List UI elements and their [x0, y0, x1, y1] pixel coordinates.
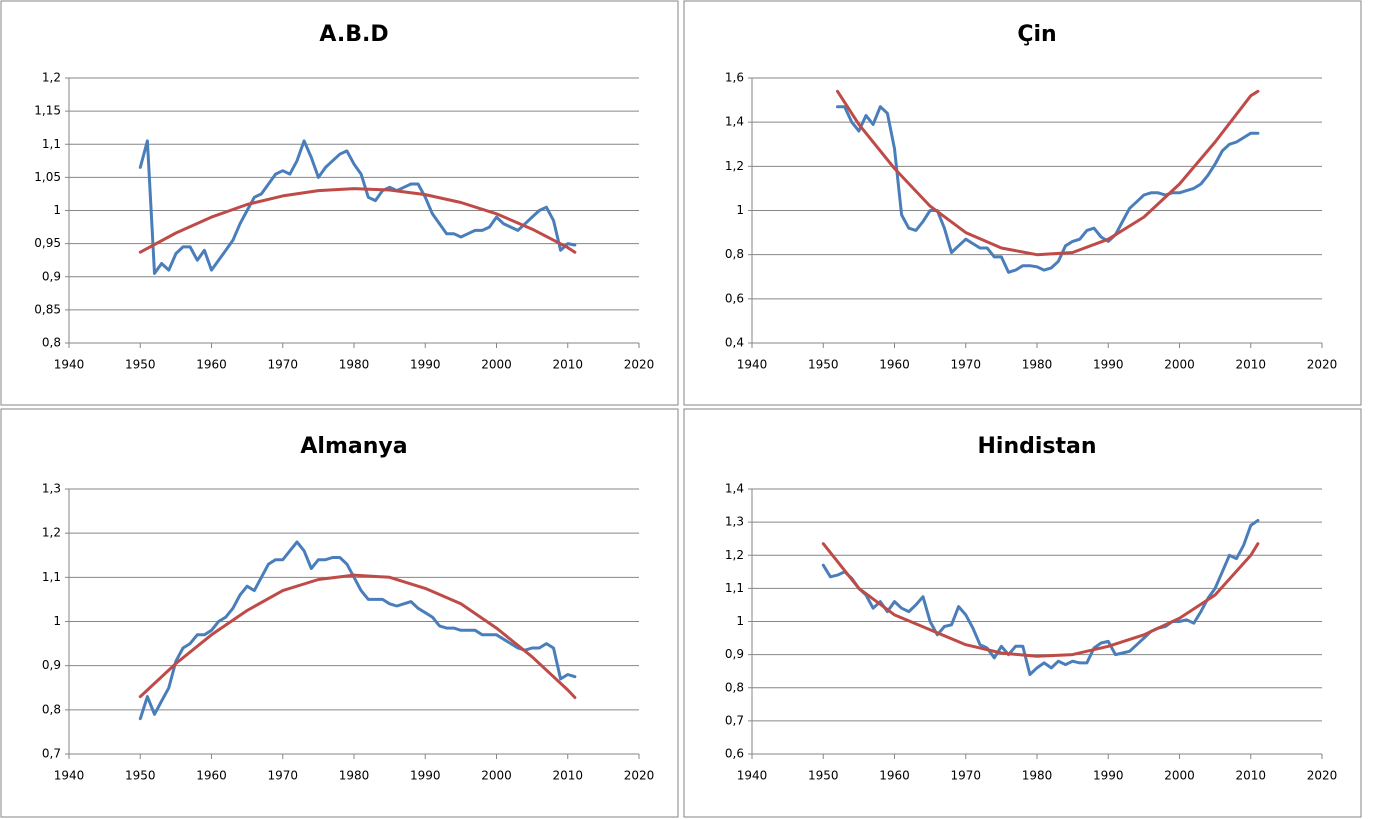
- y-tick-label: 1,1: [42, 137, 61, 151]
- y-tick-label: 0,7: [42, 747, 61, 761]
- y-tick-label: 1: [736, 203, 744, 217]
- y-tick-label: 1: [53, 614, 61, 628]
- x-tick-label: 1950: [125, 358, 156, 372]
- x-tick-label: 2000: [1164, 358, 1195, 372]
- chart-panel: Almanya 0,7 0,8 0,9 1 1,1 1,2 1,3 1940 1950 1960 19…: [0, 408, 679, 818]
- y-tick-label: 0,4: [725, 336, 744, 350]
- x-tick-label: 1940: [737, 358, 768, 372]
- x-tick-label: 2010: [1235, 769, 1266, 783]
- x-tick-label: 1960: [879, 358, 910, 372]
- x-tick-label: 1940: [737, 769, 768, 783]
- x-tick-label: 2000: [481, 769, 512, 783]
- x-tick-label: 1950: [808, 769, 839, 783]
- x-tick-label: 2000: [1164, 769, 1195, 783]
- x-tick-label: 1970: [267, 769, 298, 783]
- y-tick-label: 1,15: [34, 104, 61, 118]
- y-tick-label: 1,2: [725, 159, 744, 173]
- x-tick-label: 1960: [196, 358, 227, 372]
- data-line: [138, 139, 577, 275]
- x-tick-label: 2020: [1307, 769, 1338, 783]
- x-tick-label: 2010: [552, 358, 583, 372]
- y-tick-label: 1: [736, 614, 744, 628]
- x-tick-label: 2020: [1307, 358, 1338, 372]
- y-tick-label: 0,85: [34, 302, 61, 316]
- x-tick-label: 2010: [1235, 358, 1266, 372]
- panel-border: [0, 408, 679, 818]
- y-tick-label: 0,9: [42, 269, 61, 283]
- x-tick-label: 1980: [1022, 358, 1053, 372]
- y-tick-label: 1,1: [725, 581, 744, 595]
- x-tick-label: 1960: [196, 769, 227, 783]
- y-tick-label: 0,95: [34, 236, 61, 250]
- chart-title: Almanya: [300, 434, 407, 459]
- y-tick-label: 0,6: [725, 747, 744, 761]
- y-tick-label: 1,2: [725, 548, 744, 562]
- x-tick-label: 1970: [267, 358, 298, 372]
- data-line: [836, 105, 1260, 274]
- y-tick-label: 0,8: [725, 680, 744, 694]
- chart-title: Çin: [1017, 22, 1056, 47]
- y-tick-label: 1: [53, 203, 61, 217]
- y-tick-label: 1,2: [42, 526, 61, 540]
- chart-panel: Çin 0,4 0,6 0,8 1 1,2 1,4 1,6 1940 1950 1960 1970 19…: [683, 0, 1362, 406]
- x-tick-label: 1950: [808, 358, 839, 372]
- data-line: [138, 573, 577, 699]
- data-line: [836, 89, 1260, 257]
- y-tick-label: 0,6: [725, 291, 744, 305]
- y-tick-label: 0,9: [42, 658, 61, 672]
- data-line: [138, 540, 577, 721]
- y-tick-label: 0,8: [725, 247, 744, 261]
- x-tick-label: 1990: [1093, 769, 1124, 783]
- x-tick-label: 1980: [1022, 769, 1053, 783]
- y-tick-label: 0,9: [725, 647, 744, 661]
- x-tick-label: 1990: [410, 769, 441, 783]
- chart-title: Hindistan: [977, 434, 1096, 459]
- chart-panel: A.B.D 0,8 0,85 0,9 0,95 1 1,05 1,1 1,15 1,2 1940 19…: [0, 0, 679, 406]
- x-tick-label: 1980: [339, 358, 370, 372]
- data-line: [138, 187, 577, 254]
- y-tick-label: 1,3: [42, 482, 61, 496]
- y-tick-label: 0,8: [42, 336, 61, 350]
- x-tick-label: 2020: [624, 769, 655, 783]
- x-tick-label: 1950: [125, 769, 156, 783]
- chart-panel: Hindistan 0,6 0,7 0,8 0,9 1 1,1 1,2 1,3 1,4 1940 19…: [683, 408, 1362, 818]
- y-tick-label: 1,4: [725, 115, 744, 129]
- panel-border: [683, 408, 1362, 818]
- y-tick-label: 1,3: [725, 515, 744, 529]
- y-tick-label: 0,8: [42, 702, 61, 716]
- y-tick-label: 1,4: [725, 482, 744, 496]
- panel-border: [683, 0, 1362, 406]
- x-tick-label: 2010: [552, 769, 583, 783]
- x-tick-label: 1990: [1093, 358, 1124, 372]
- data-line: [821, 542, 1260, 658]
- y-tick-label: 1,1: [42, 570, 61, 584]
- x-tick-label: 1990: [410, 358, 441, 372]
- x-tick-label: 1940: [54, 358, 85, 372]
- y-tick-label: 1,6: [725, 71, 744, 85]
- y-tick-label: 1,05: [34, 170, 61, 184]
- x-tick-label: 1980: [339, 769, 370, 783]
- x-tick-label: 1960: [879, 769, 910, 783]
- x-tick-label: 2000: [481, 358, 512, 372]
- x-tick-label: 1970: [950, 358, 981, 372]
- data-line: [821, 519, 1260, 676]
- panel-border: [0, 0, 679, 406]
- x-tick-label: 1970: [950, 769, 981, 783]
- y-tick-label: 1,2: [42, 71, 61, 85]
- y-tick-label: 0,7: [725, 713, 744, 727]
- chart-title: A.B.D: [319, 22, 388, 47]
- x-tick-label: 2020: [624, 358, 655, 372]
- x-tick-label: 1940: [54, 769, 85, 783]
